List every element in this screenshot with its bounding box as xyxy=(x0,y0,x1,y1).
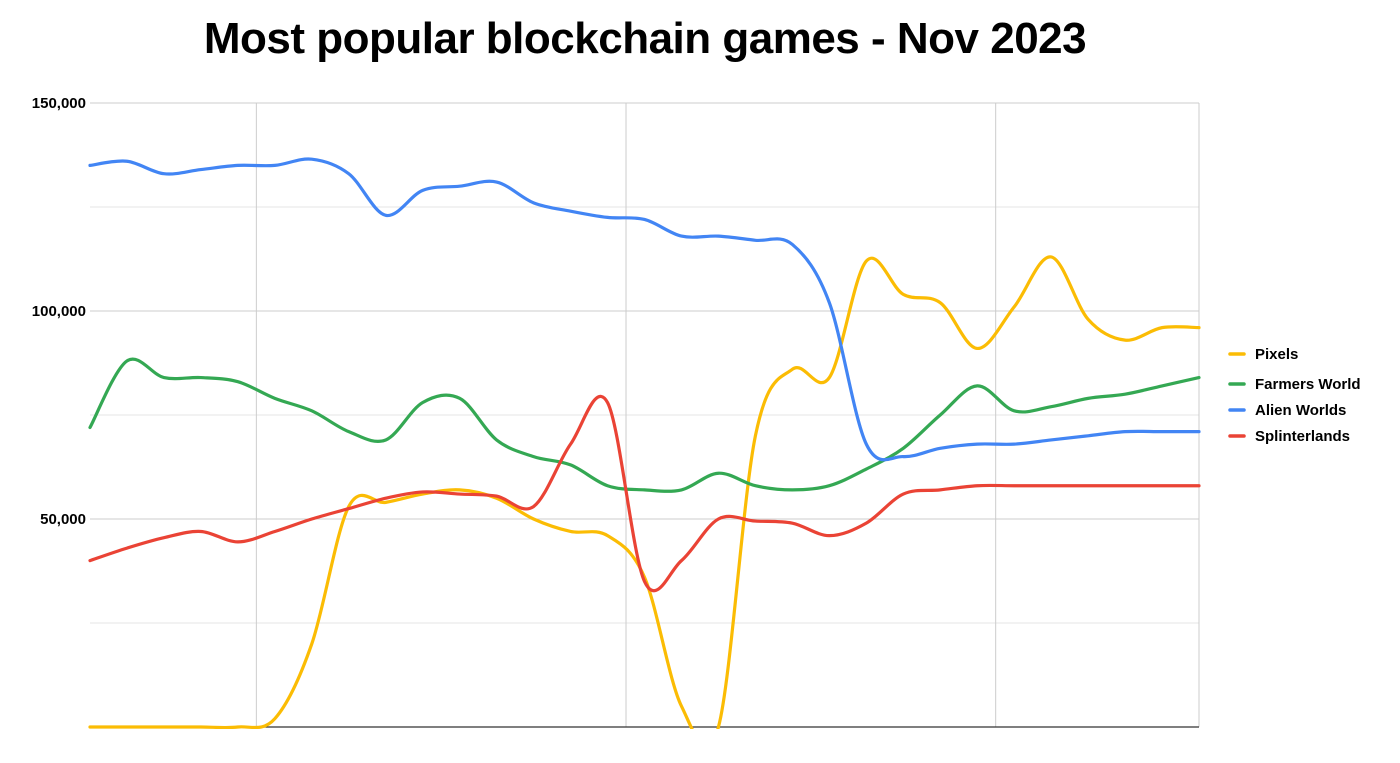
legend-label: Farmers World xyxy=(1255,376,1361,393)
series-line-splinterlands xyxy=(88,394,1201,593)
series-line-alien-worlds xyxy=(88,157,1201,462)
y-tick-label: 100,000 xyxy=(32,303,86,320)
legend-item-pixels: Pixels xyxy=(1228,346,1298,363)
y-tick-label: 50,000 xyxy=(40,511,86,528)
legend-label: Splinterlands xyxy=(1255,428,1350,445)
grid-layer xyxy=(90,102,1200,727)
chart-title: Most popular blockchain games - Nov 2023 xyxy=(203,14,1087,63)
legend-item-splinterlands: Splinterlands xyxy=(1228,428,1350,445)
legend-item-farmers-world: Farmers World xyxy=(1228,376,1361,393)
legend-item-alien-worlds: Alien Worlds xyxy=(1228,402,1346,419)
y-tick-label: 150,000 xyxy=(32,95,86,112)
series-line-farmers-world xyxy=(88,357,1201,493)
series-layer xyxy=(88,157,1201,729)
series-line-pixels xyxy=(88,255,1201,729)
legend-label: Pixels xyxy=(1255,346,1298,363)
legend-label: Alien Worlds xyxy=(1255,402,1346,419)
axis-layer: 50,000 100,000 150,000 xyxy=(32,95,1199,728)
legend: Pixels Farmers World Alien Worlds Splinterl… xyxy=(1228,346,1361,445)
